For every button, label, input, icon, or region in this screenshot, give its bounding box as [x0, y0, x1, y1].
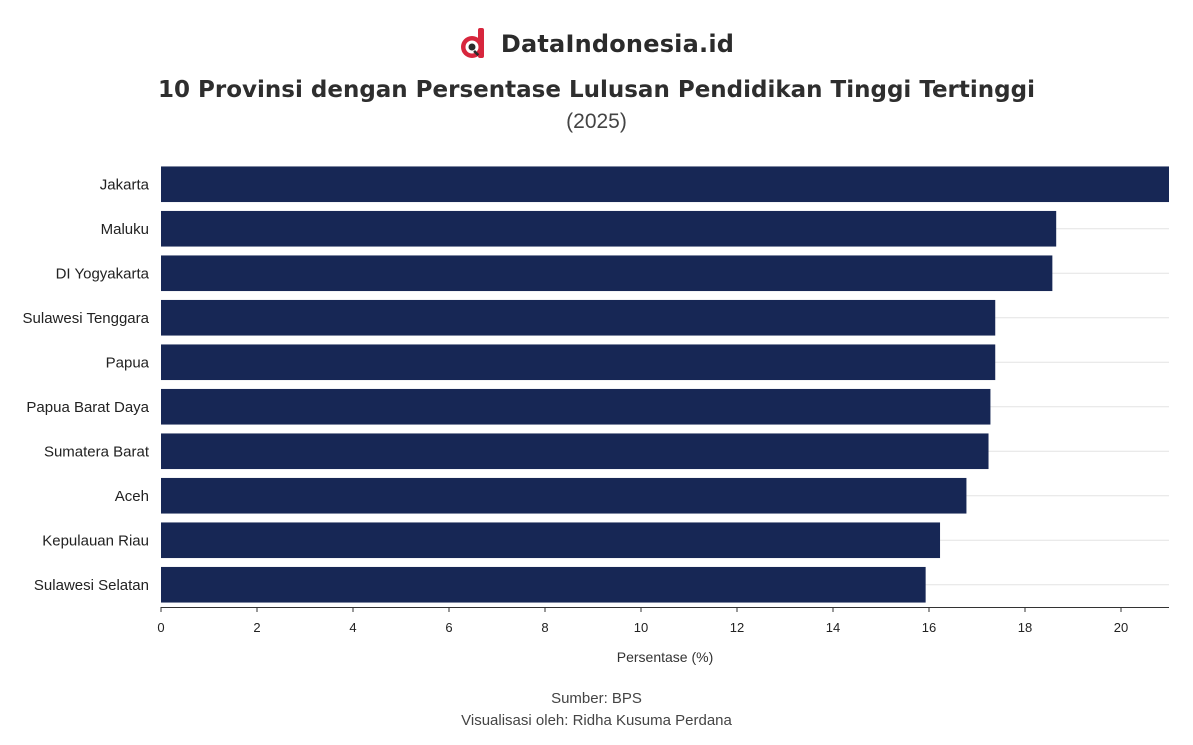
bar-chart: Jakarta Maluku DI Yogyakarta Sulawesi Tengg…: [23, 166, 1169, 665]
bar-sumatera-barat: [161, 433, 989, 470]
category-label: Kepulauan Riau: [42, 532, 149, 549]
dataindonesia-logo-icon: [460, 28, 484, 58]
brand-name: DataIndonesia.id: [500, 30, 735, 58]
category-label: Papua: [106, 354, 150, 371]
bar-kepulauan-riau: [161, 522, 941, 559]
chart-title: 10 Provinsi dengan Persentase Lulusan Pe…: [158, 77, 1035, 103]
category-label: Sulawesi Tenggara: [23, 310, 150, 327]
category-label: DI Yogyakarta: [56, 265, 150, 282]
category-label: Jakarta: [100, 176, 150, 193]
credit-note: Visualisasi oleh: Ridha Kusuma Perdana: [461, 712, 732, 729]
x-tick-label: 8: [541, 620, 548, 635]
bar-di-yogyakarta: [161, 255, 1053, 292]
x-tick-label: 0: [157, 620, 164, 635]
x-tick-label: 2: [253, 620, 260, 635]
x-tick-label: 18: [1018, 620, 1032, 635]
x-tick-label: 6: [445, 620, 452, 635]
bar-sulawesi-selatan: [161, 566, 926, 603]
x-tick-label: 20: [1114, 620, 1128, 635]
bar-sulawesi-tenggara: [161, 299, 996, 336]
bar-papua-barat-daya: [161, 388, 991, 425]
x-axis-label: Persentase (%): [617, 649, 713, 665]
bar-maluku: [161, 210, 1057, 247]
x-tick-label: 4: [349, 620, 356, 635]
category-label: Sulawesi Selatan: [34, 577, 149, 594]
x-tick-label: 12: [730, 620, 744, 635]
x-tick-label: 14: [826, 620, 840, 635]
bar-papua: [161, 344, 996, 381]
category-label: Maluku: [101, 221, 149, 238]
bar-jakarta: [161, 166, 1169, 203]
chart-category-labels: Jakarta Maluku DI Yogyakarta Sulawesi Tengg…: [23, 176, 150, 594]
category-label: Sumatera Barat: [44, 443, 150, 460]
category-label: Papua Barat Daya: [26, 399, 149, 416]
category-label: Aceh: [115, 488, 149, 505]
chart-subtitle: (2025): [566, 110, 627, 133]
source-note: Sumber: BPS: [551, 690, 642, 707]
chart-bars: [161, 166, 1169, 603]
x-tick-label: 10: [634, 620, 648, 635]
brand-header: DataIndonesia.id: [0, 26, 1193, 62]
x-tick-label: 16: [922, 620, 936, 635]
chart-x-ticks: 0 2 4 6 8 10 12 14 16 18 20: [157, 607, 1169, 635]
bar-aceh: [161, 477, 967, 514]
